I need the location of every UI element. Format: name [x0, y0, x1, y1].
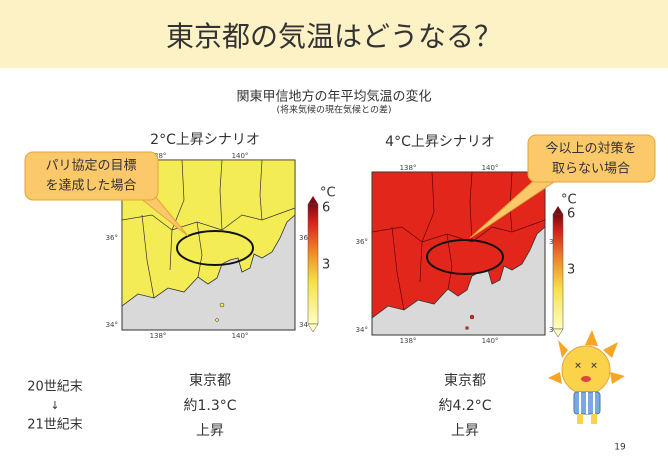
- scenario-heading: 4°C上昇シナリオ: [385, 134, 495, 150]
- lon-label: 140°: [482, 164, 499, 172]
- colorbar-unit: °C: [320, 186, 336, 201]
- colorbar-label: 6: [567, 207, 575, 222]
- callout: [24, 151, 189, 237]
- lon-label: 140°: [232, 152, 249, 160]
- result-text: 東京都: [189, 373, 231, 389]
- callout-text: を達成した場合: [45, 179, 136, 194]
- result-text: 上昇: [451, 423, 479, 439]
- callout-text: 取らない場合: [552, 162, 630, 177]
- colorbar: [552, 206, 564, 338]
- lon-label: 140°: [482, 337, 499, 345]
- slide-title: 東京都の気温はどうなる？: [166, 20, 502, 53]
- svg-text:✕: ✕: [574, 362, 582, 372]
- period-end: 21世紀末: [27, 418, 83, 433]
- svg-text:✕: ✕: [590, 362, 598, 372]
- callout-text: パリ協定の目標: [45, 159, 136, 174]
- period-arrow: ↓: [50, 399, 59, 412]
- result-text: 東京都: [444, 373, 486, 389]
- colorbar: [307, 196, 319, 333]
- lat-label: 36°: [299, 234, 311, 242]
- lon-label: 140°: [232, 332, 249, 340]
- page-number: 19: [614, 443, 626, 453]
- result-text: 約1.3°C: [183, 398, 236, 414]
- callout: [469, 134, 656, 239]
- lat-label: 36°: [106, 234, 118, 242]
- subtitle: 関東甲信地方の年平均気温の変化: [236, 89, 431, 105]
- period-start: 20世紀末: [27, 380, 83, 395]
- lon-label: 138°: [150, 332, 167, 340]
- mascot: ✕ ✕: [548, 330, 625, 424]
- lat-label: 34°: [299, 321, 311, 329]
- colorbar-unit: °C: [561, 193, 577, 208]
- result-text: 約4.2°C: [438, 398, 491, 414]
- title-band: [0, 0, 668, 68]
- note: (将来気候の現在気候との差): [277, 104, 392, 116]
- lon-label: 138°: [400, 337, 417, 345]
- result-text: 上昇: [196, 423, 224, 439]
- lon-label: 138°: [400, 164, 417, 172]
- colorbar-label: 3: [567, 263, 575, 278]
- callout-text: 今以上の対策を: [545, 141, 636, 157]
- lat-label: 36°: [356, 238, 368, 246]
- scenario-heading: 2°C上昇シナリオ: [150, 132, 260, 148]
- lat-label: 34°: [106, 321, 118, 329]
- lon-label: 138°: [150, 152, 167, 160]
- lat-label: 34°: [356, 326, 368, 334]
- colorbar-label: 3: [322, 258, 330, 273]
- colorbar-label: 6: [322, 201, 330, 216]
